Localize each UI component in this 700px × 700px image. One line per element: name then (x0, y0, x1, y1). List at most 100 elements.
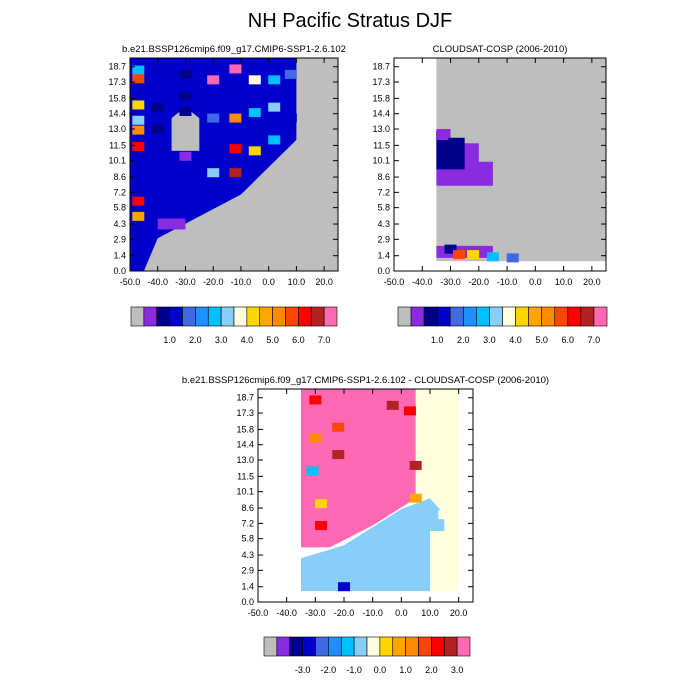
data-cell (229, 144, 242, 154)
y-tick-label: 5.8 (377, 203, 390, 213)
colorbar-box (220, 306, 235, 327)
x-tick-label: -10.0 (497, 277, 518, 287)
colorbar-box (443, 636, 458, 657)
colorbar-box (246, 306, 261, 327)
colorbar-label: 0.0 (374, 665, 387, 675)
colorbar-label: 4.0 (241, 335, 254, 345)
data-cell (306, 466, 319, 476)
data-cell (132, 125, 145, 135)
data-cell (132, 141, 145, 151)
colorbar-box (353, 636, 368, 657)
y-tick-label: 7.2 (113, 187, 126, 197)
colorbar-box (418, 636, 432, 657)
data-cell (151, 157, 164, 167)
data-cell (151, 102, 164, 112)
colorbar-label: 2.0 (189, 335, 202, 345)
colorbar-box (489, 306, 503, 327)
colorbar-box (528, 306, 542, 327)
y-tick-label: 4.3 (241, 550, 254, 560)
colorbar-label: 7.0 (318, 335, 331, 345)
data-cell (248, 146, 261, 156)
colorbar-box (541, 306, 556, 327)
data-cell (179, 91, 192, 101)
data-cell (207, 75, 220, 85)
colorbar-box (315, 636, 329, 657)
colorbar-label: 3.0 (451, 665, 464, 675)
data-cell (409, 493, 422, 503)
x-tick-label: -50.0 (248, 608, 269, 618)
colorbar-box (436, 306, 451, 327)
colorbar-box (554, 306, 569, 327)
data-cell (486, 252, 499, 262)
colorbar-box (379, 636, 394, 657)
colorbar-box (263, 636, 278, 657)
data-cell (506, 253, 519, 263)
data-cell (248, 75, 261, 85)
x-tick-label: 0.0 (529, 277, 542, 287)
data-cell (268, 135, 281, 145)
y-tick-label: 7.2 (377, 187, 390, 197)
x-tick-label: -20.0 (203, 277, 224, 287)
colorbar-box (289, 636, 303, 657)
colorbar-box (476, 306, 490, 327)
y-tick-label: 13.0 (236, 455, 254, 465)
y-tick-label: 8.6 (377, 172, 390, 182)
colorbar-box (593, 306, 608, 327)
colorbar-box (169, 306, 183, 327)
x-tick-label: -30.0 (175, 277, 196, 287)
y-tick-label: 4.3 (377, 219, 390, 229)
data-cell (338, 582, 350, 592)
data-cell (132, 115, 145, 125)
data-cell (309, 433, 322, 443)
colorbar-box (298, 306, 312, 327)
plot-area-3 (258, 389, 473, 602)
colorbar-label: 5.0 (266, 335, 279, 345)
x-tick-label: 0.0 (262, 277, 275, 287)
y-tick-label: 1.4 (377, 251, 390, 261)
x-tick-label: 20.0 (450, 608, 468, 618)
colorbar-box (310, 306, 325, 327)
colorbar-box (285, 306, 299, 327)
colorbar-label: 6.0 (562, 335, 575, 345)
data-cell (332, 422, 345, 432)
panel-title: b.e21.BSSP126cmip6.f09_g17.CMIP6-SSP1-2.… (182, 375, 549, 386)
data-cell (229, 168, 242, 178)
x-tick-label: -10.0 (231, 277, 252, 287)
x-tick-label: -40.0 (276, 608, 297, 618)
data-cell (409, 460, 422, 470)
data-cell (179, 107, 192, 117)
data-cell (151, 124, 164, 134)
y-tick-label: 2.9 (113, 234, 126, 244)
data-cell (248, 108, 261, 118)
data-cell (229, 113, 242, 123)
y-tick-label: 5.8 (113, 203, 126, 213)
colorbar-box (423, 306, 438, 327)
colorbar-box (463, 306, 477, 327)
y-tick-label: 8.6 (241, 503, 254, 513)
data-cell (229, 64, 242, 74)
colorbar-box (272, 306, 286, 327)
colorbar-box (259, 306, 273, 327)
panel-1: b.e21.BSSP126cmip6.f09_g17.CMIP6-SSP1-2.… (108, 44, 345, 287)
x-tick-label: 10.0 (288, 277, 306, 287)
data-cell (179, 69, 192, 79)
x-tick-label: -40.0 (412, 277, 433, 287)
colorbar-box (502, 306, 516, 327)
data-cell (132, 100, 145, 110)
y-tick-label: 17.3 (372, 77, 390, 87)
colorbar-3: -3.0 -2.0 -1.0 0.0 1.0 2.0 3.0 (263, 636, 471, 675)
x-tick-label: 0.0 (395, 608, 408, 618)
colorbar-2: 1.0 2.0 3.0 4.0 5.0 6.0 7.0 (397, 306, 608, 345)
y-tick-label: 13.0 (108, 124, 126, 134)
colorbar-box (143, 306, 158, 327)
colorbar-box (233, 306, 248, 327)
colorbar-label: 1.0 (163, 335, 176, 345)
y-tick-label: 10.1 (372, 156, 390, 166)
colorbar-box (410, 306, 425, 327)
x-tick-label: 20.0 (315, 277, 333, 287)
y-tick-label: 0.0 (241, 597, 254, 607)
figure-title: NH Pacific Stratus DJF (247, 10, 453, 32)
y-tick-label: 2.9 (377, 234, 390, 244)
colorbar-box (456, 636, 471, 657)
y-tick-label: 10.1 (108, 156, 126, 166)
